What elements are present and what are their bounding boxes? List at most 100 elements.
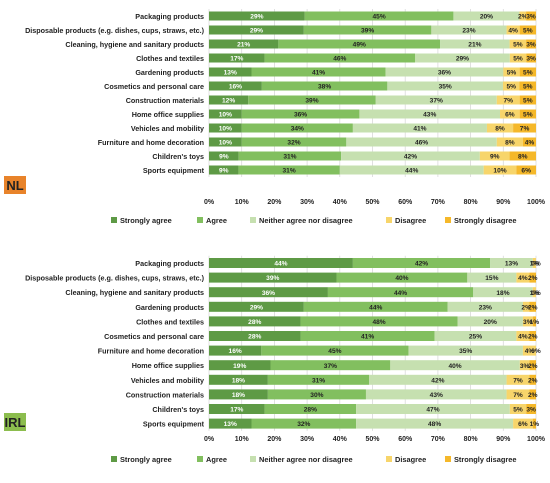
bar-strongly-disagree xyxy=(532,418,536,429)
data-label: 4% xyxy=(525,140,535,147)
legend-label: Neither agree nor disagree xyxy=(259,455,353,464)
x-tick-label: 40% xyxy=(333,436,348,443)
data-label: 13% xyxy=(224,421,237,428)
data-label: 2% xyxy=(528,392,538,399)
data-label: 23% xyxy=(479,304,492,311)
bar-agree xyxy=(251,418,357,429)
data-label: 2% xyxy=(518,14,528,21)
data-label: 1% xyxy=(530,261,540,268)
bar-neither-agree-nor-disagree xyxy=(341,151,480,161)
data-label: 44% xyxy=(369,304,382,311)
category-label-cleaning-hygiene-and-sanitary-products: Cleaning, hygiene and sanitary products xyxy=(65,288,204,297)
bar-agree xyxy=(270,360,391,371)
data-label: 18% xyxy=(232,377,245,384)
bar-agree xyxy=(241,109,360,119)
bar-strongly-disagree xyxy=(516,165,536,175)
bar-strongly-disagree xyxy=(532,316,536,327)
data-label: 21% xyxy=(237,42,250,49)
category-label-disposable-products-e-g-dishes-cups-straws-etc: Disposable products (e.g. dishes, cups, … xyxy=(25,26,205,35)
data-label: 49% xyxy=(353,42,366,49)
bar-disagree xyxy=(509,39,527,49)
data-label: 9% xyxy=(219,154,229,161)
data-label: 43% xyxy=(423,112,436,119)
region-badge-nl: NL xyxy=(4,176,26,194)
bar-agree xyxy=(261,345,409,356)
data-label: 40% xyxy=(448,363,461,370)
category-label-packaging-products: Packaging products xyxy=(135,12,204,21)
bar-strongly-disagree xyxy=(526,404,536,414)
bar-disagree xyxy=(502,81,520,91)
data-label: 4% xyxy=(518,275,528,282)
bar-strongly-agree xyxy=(209,151,239,161)
chart-panel-nl: 0% 10% 20% 30% 40% 50% 60% 70% 80% 90% 100% Packagi… xyxy=(25,9,546,225)
data-label: 1% xyxy=(530,319,540,326)
data-label: 7% xyxy=(513,392,523,399)
data-label: 4% xyxy=(525,348,535,355)
legend-swatch xyxy=(445,217,451,223)
bar-strongly-agree xyxy=(209,81,262,91)
data-label: 1% xyxy=(530,290,540,297)
bar-strongly-disagree xyxy=(519,95,536,105)
x-tick-label: 10% xyxy=(235,199,250,206)
bar-agree xyxy=(251,67,386,77)
bar-strongly-agree xyxy=(209,53,265,63)
bar-agree xyxy=(336,272,468,283)
data-label: 4% xyxy=(518,334,528,341)
bar-neither-agree-nor-disagree xyxy=(457,316,523,327)
legend-swatch xyxy=(386,456,392,462)
bar-strongly-agree xyxy=(209,301,304,312)
data-label: 38% xyxy=(318,84,331,91)
bar-strongly-disagree xyxy=(529,272,536,283)
bar-strongly-agree xyxy=(209,258,353,268)
x-tick-label: 20% xyxy=(267,199,282,206)
data-label: 28% xyxy=(248,319,261,326)
data-label: 44% xyxy=(405,168,418,175)
data-label: 18% xyxy=(496,290,509,297)
data-label: 4% xyxy=(508,28,518,35)
data-label: 29% xyxy=(250,14,263,21)
data-label: 36% xyxy=(438,70,451,77)
data-label: 5% xyxy=(523,98,533,105)
legend-swatch xyxy=(197,217,203,223)
x-tick-label: 0% xyxy=(204,199,215,206)
data-label: 2% xyxy=(528,377,538,384)
bar-neither-agree-nor-disagree xyxy=(387,81,503,91)
bar-neither-agree-nor-disagree xyxy=(390,360,520,371)
data-label: 5% xyxy=(523,112,533,119)
data-label: 32% xyxy=(287,140,300,147)
bar-strongly-disagree xyxy=(513,123,536,133)
data-label: 37% xyxy=(324,363,337,370)
legend-swatch xyxy=(250,217,256,223)
bar-strongly-agree xyxy=(209,137,242,147)
data-label: 3% xyxy=(526,56,536,63)
data-label: 39% xyxy=(361,28,374,35)
bar-strongly-agree xyxy=(209,360,271,371)
legend-label: Disagree xyxy=(395,455,426,464)
chart-panel-irl: 0% 10% 20% 30% 40% 50% 60% 70% 80% 90% 100% Packagi… xyxy=(25,255,546,464)
data-label: 3% xyxy=(526,407,536,414)
category-label-gardening-products: Gardening products xyxy=(135,303,204,312)
data-label: 6% xyxy=(518,421,528,428)
data-label: 40% xyxy=(395,275,408,282)
category-label-cleaning-hygiene-and-sanitary-products: Cleaning, hygiene and sanitary products xyxy=(65,40,204,49)
data-label: 2% xyxy=(528,275,538,282)
data-label: 10% xyxy=(219,140,232,147)
bar-agree xyxy=(261,81,388,91)
data-label: 3% xyxy=(520,363,530,370)
bar-strongly-agree xyxy=(209,272,337,283)
x-tick-label: 90% xyxy=(496,436,511,443)
data-label: 0% xyxy=(531,290,541,297)
data-label: 37% xyxy=(430,98,443,105)
legend-swatch xyxy=(111,217,117,223)
data-label: 32% xyxy=(297,421,310,428)
bar-agree xyxy=(267,389,366,400)
x-tick-label: 40% xyxy=(333,199,348,206)
bar-agree xyxy=(303,301,448,312)
data-label: 1% xyxy=(530,421,540,428)
legend-label: Strongly disagree xyxy=(454,455,516,464)
bar-strongly-disagree xyxy=(526,39,536,49)
data-label: 5% xyxy=(523,84,533,91)
category-label-home-office-supplies: Home office supplies xyxy=(132,361,204,370)
bar-strongly-agree xyxy=(209,374,268,385)
bar-strongly-agree xyxy=(209,418,252,429)
